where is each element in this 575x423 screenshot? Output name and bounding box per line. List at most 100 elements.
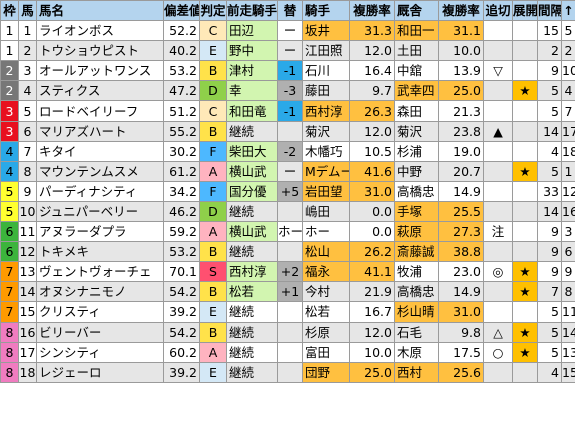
table-row[interactable]: 3 5 ロードベイリーフ 51.2 C 和田竜 -1 西村淳 26.3 森田 21.3 5 7 bbox=[0, 100, 575, 122]
jockey-cell[interactable]: 嶋田 bbox=[302, 200, 350, 223]
trainer-cell[interactable]: 森田 bbox=[394, 100, 439, 122]
frame-cell: 6 bbox=[0, 241, 19, 263]
horse-name-cell[interactable]: マウンテンムスメ bbox=[36, 160, 164, 182]
table-row[interactable]: 6 11 アヌラーダプラ 59.2 A 横山武 ホー ホー 0.0 萩原 27.3 注 9 3 bbox=[0, 221, 575, 243]
table-row[interactable]: 6 12 トキメキ 53.2 B 継続 松山 26.2 斎藤誠 38.8 9 6 bbox=[0, 241, 575, 263]
header-interval[interactable]: 間隔 bbox=[537, 0, 562, 22]
header-frame[interactable]: 枠 bbox=[0, 0, 19, 22]
horse-name-cell[interactable]: レジェーロ bbox=[36, 361, 164, 383]
trainer-rate-cell: 13.9 bbox=[438, 60, 484, 82]
horse-name-cell[interactable]: マリアズハート bbox=[36, 120, 164, 142]
header-prev-jockey[interactable]: 前走騎手 bbox=[226, 0, 278, 22]
table-row[interactable]: 7 13 ヴェントヴォーチェ 70.1 S 西村淳 +2 福永 41.1 牧浦 23.0 ◎ ★ 9 9 bbox=[0, 261, 575, 283]
table-row[interactable]: 7 14 オヌシナニモノ 54.2 B 松若 +1 今村 21.9 高橋忠 14.9 ★ 7 8 bbox=[0, 281, 575, 303]
change-cell: ー bbox=[277, 20, 303, 42]
horse-name-cell[interactable]: シンシティ bbox=[36, 341, 164, 363]
header-horse[interactable]: 馬名 bbox=[36, 0, 164, 22]
horse-name-cell[interactable]: ライオンボス bbox=[36, 20, 164, 42]
arrow-cell: 10 bbox=[561, 60, 575, 82]
trainer-cell[interactable]: 手塚 bbox=[394, 200, 439, 223]
trainer-cell[interactable]: 西村 bbox=[394, 361, 439, 383]
horse-name-cell[interactable]: キタイ bbox=[36, 140, 164, 162]
trainer-cell[interactable]: 中舘 bbox=[394, 60, 439, 82]
header-trainer-rate[interactable]: 複勝率 bbox=[438, 0, 484, 22]
table-row[interactable]: 1 1 ライオンボス 52.2 C 田辺ー坂井 31.3 和田一 31.1 15 5 bbox=[0, 20, 575, 42]
jockey-cell[interactable]: 富田 bbox=[302, 341, 350, 363]
jockey-cell[interactable]: 菊沢 bbox=[302, 120, 350, 142]
rank-cell: B bbox=[199, 241, 227, 263]
horse-name-cell[interactable]: ジュニパーベリー bbox=[36, 200, 164, 223]
header-rank[interactable]: 判定 bbox=[199, 0, 227, 22]
trainer-rate-cell: 23.8 bbox=[438, 120, 484, 142]
trainer-cell[interactable]: 木原 bbox=[394, 341, 439, 363]
jockey-cell[interactable]: Mデムーロ bbox=[302, 160, 350, 182]
trainer-cell[interactable]: 中野 bbox=[394, 160, 439, 182]
header-jockey[interactable]: 騎手 bbox=[302, 0, 350, 22]
header-dev2[interactable]: 展開 bbox=[512, 0, 538, 22]
horse-name-cell[interactable]: トキメキ bbox=[36, 241, 164, 263]
jockey-cell[interactable]: 団野 bbox=[302, 361, 350, 383]
jockey-cell[interactable]: 江田照 bbox=[302, 40, 350, 62]
trainer-cell[interactable]: 萩原 bbox=[394, 221, 439, 243]
trainer-cell[interactable]: 斎藤誠 bbox=[394, 241, 439, 263]
trainer-cell[interactable]: 石毛 bbox=[394, 321, 439, 343]
header-dev[interactable]: 偏差値 bbox=[163, 0, 200, 22]
header-trainer[interactable]: 厩舎 bbox=[394, 0, 439, 22]
trainer-cell[interactable]: 杉山晴 bbox=[394, 301, 439, 323]
dev2-cell bbox=[512, 40, 538, 62]
jockey-cell[interactable]: 岩田望 bbox=[302, 180, 350, 202]
trainer-cell[interactable]: 武幸四 bbox=[394, 80, 439, 102]
prev-jockey-cell: 横山武 bbox=[226, 221, 278, 243]
trainer-cell[interactable]: 杉浦 bbox=[394, 140, 439, 162]
header-arrow[interactable]: ↑ bbox=[561, 0, 575, 22]
dev2-cell bbox=[512, 180, 538, 202]
jockey-cell[interactable]: 福永 bbox=[302, 261, 350, 283]
horse-name-cell[interactable]: ビリーバー bbox=[36, 321, 164, 343]
jockey-cell[interactable]: 坂井 bbox=[302, 20, 350, 42]
arrow-cell: 9 bbox=[561, 261, 575, 283]
horse-name-cell[interactable]: ロードベイリーフ bbox=[36, 100, 164, 122]
jockey-cell[interactable]: 木幡巧 bbox=[302, 140, 350, 162]
jockey-cell[interactable]: 松山 bbox=[302, 241, 350, 263]
horse-name-cell[interactable]: トウショウピスト bbox=[36, 40, 164, 62]
frame-cell: 1 bbox=[0, 20, 19, 42]
jockey-cell[interactable]: 今村 bbox=[302, 281, 350, 303]
table-row[interactable]: 1 2 トウショウピスト 40.2 E 野中ー江田照 12.0 土田 10.0 2 2 bbox=[0, 40, 575, 62]
jockey-cell[interactable]: 杉原 bbox=[302, 321, 350, 343]
chase-cell: 注 bbox=[483, 221, 513, 243]
horse-name-cell[interactable]: オヌシナニモノ bbox=[36, 281, 164, 303]
jockey-cell[interactable]: 藤田 bbox=[302, 80, 350, 102]
table-row[interactable]: 2 4 スティクス 47.2 D 幸 -3 藤田 9.7 武幸四 25.0 ★ 5 4 bbox=[0, 80, 575, 102]
header-jockey-rate[interactable]: 複勝率 bbox=[349, 0, 395, 22]
frame-cell: 7 bbox=[0, 281, 19, 303]
trainer-cell[interactable]: 高橋忠 bbox=[394, 281, 439, 303]
horse-name-cell[interactable]: アヌラーダプラ bbox=[36, 221, 164, 243]
header-chase[interactable]: 追切 bbox=[483, 0, 513, 22]
trainer-cell[interactable]: 菊沢 bbox=[394, 120, 439, 142]
horse-name-cell[interactable]: クリスティ bbox=[36, 301, 164, 323]
trainer-cell[interactable]: 牧浦 bbox=[394, 261, 439, 283]
jockey-cell[interactable]: 松若 bbox=[302, 301, 350, 323]
jockey-cell[interactable]: 西村淳 bbox=[302, 100, 350, 122]
trainer-cell[interactable]: 高橋忠 bbox=[394, 180, 439, 202]
header-change[interactable]: 替 bbox=[277, 0, 303, 22]
jockey-cell[interactable]: ホー bbox=[302, 221, 350, 243]
horse-name-cell[interactable]: オールアットワンス bbox=[36, 60, 164, 82]
horse-name-cell[interactable]: ヴェントヴォーチェ bbox=[36, 261, 164, 283]
horse-name-cell[interactable]: パーディナシティ bbox=[36, 180, 164, 202]
trainer-cell[interactable]: 土田 bbox=[394, 40, 439, 62]
horse-name-cell[interactable]: スティクス bbox=[36, 80, 164, 102]
header-num[interactable]: 馬 bbox=[18, 0, 37, 22]
trainer-cell[interactable]: 和田一 bbox=[394, 20, 439, 42]
jockey-cell[interactable]: 石川 bbox=[302, 60, 350, 82]
